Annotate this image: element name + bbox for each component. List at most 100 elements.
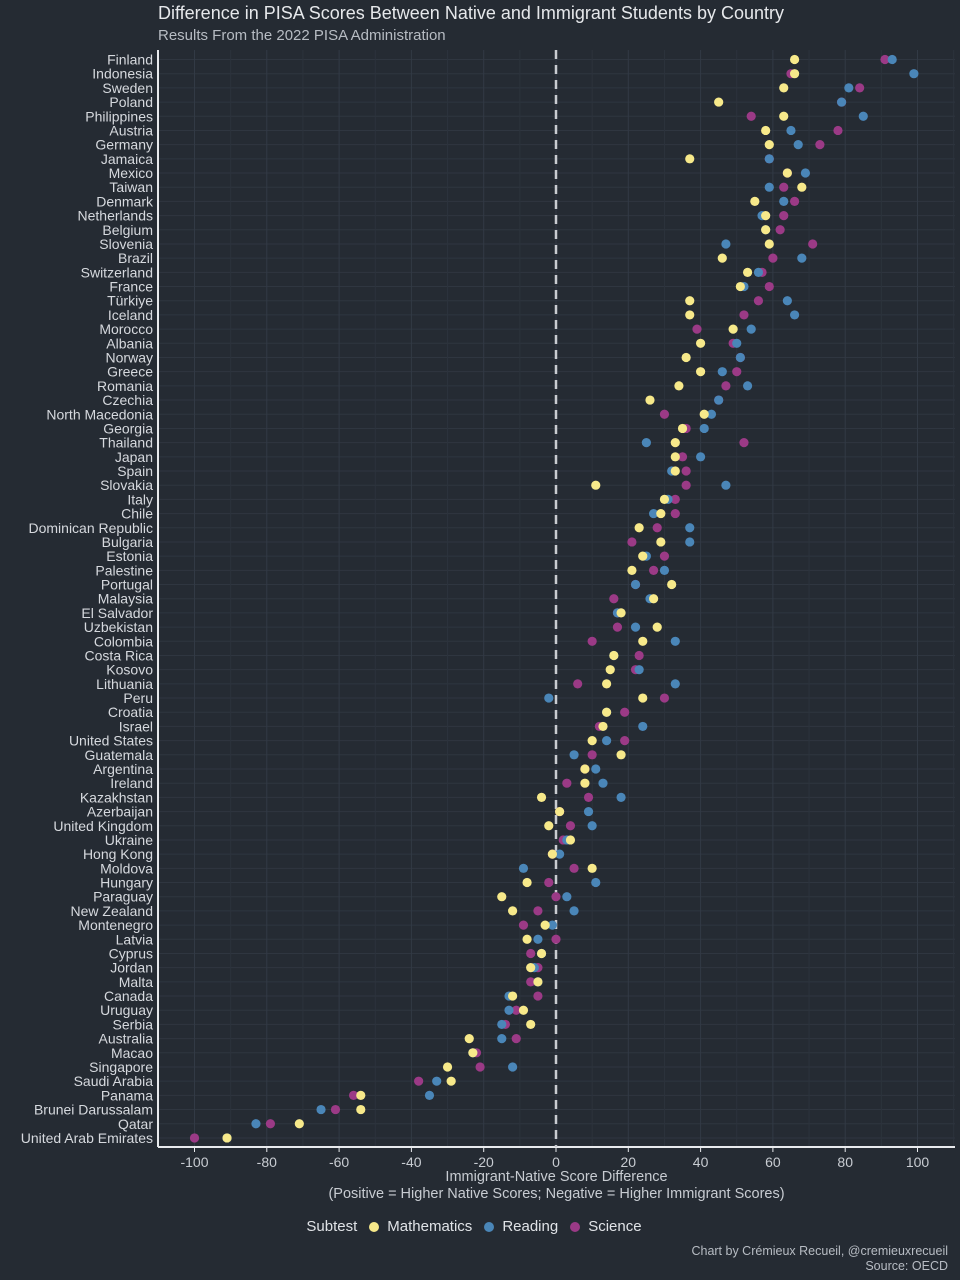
point-mathematics [526, 1019, 536, 1030]
point-mathematics [616, 608, 626, 618]
point-mathematics [547, 849, 557, 859]
point-science [768, 253, 778, 263]
country-label: Lithuania [96, 676, 153, 692]
point-mathematics [667, 579, 677, 590]
point-mathematics [522, 877, 532, 888]
point-science [746, 111, 756, 121]
point-mathematics [522, 934, 532, 944]
point-reading [569, 906, 579, 916]
point-reading [583, 806, 594, 817]
country-label: El Salvador [81, 605, 153, 621]
point-reading [634, 665, 644, 675]
point-reading [649, 508, 659, 519]
point-science [620, 707, 630, 717]
point-mathematics [764, 140, 774, 150]
country-label: Costa Rica [85, 647, 154, 663]
country-label: Thailand [99, 435, 153, 451]
country-label: Montenegro [78, 917, 153, 933]
country-label: Portugal [101, 577, 153, 593]
point-mathematics [356, 1090, 366, 1100]
point-science [880, 54, 890, 65]
point-science [649, 565, 659, 575]
point-reading [555, 849, 565, 859]
country-label: Guatemala [85, 747, 154, 763]
point-mathematics [222, 1133, 232, 1143]
point-science [620, 736, 630, 746]
country-label: Estonia [106, 548, 153, 564]
point-mathematics [508, 906, 518, 916]
point-reading [432, 1076, 442, 1086]
point-reading [714, 395, 724, 405]
country-label: Poland [109, 94, 153, 110]
point-science [681, 480, 691, 490]
legend-label-science: Science [588, 1218, 642, 1235]
country-label: Latvia [116, 931, 154, 947]
x-tick-label: -100 [180, 1154, 208, 1170]
point-mathematics [674, 381, 684, 391]
x-axis-label-line2: (Positive = Higher Native Scores; Negati… [328, 1186, 785, 1202]
point-mathematics [605, 665, 615, 675]
point-reading [789, 310, 800, 320]
point-mathematics [659, 494, 670, 504]
point-science [551, 934, 561, 944]
point-mathematics [670, 452, 680, 462]
point-reading [800, 168, 811, 178]
point-science [659, 551, 670, 561]
point-reading [638, 721, 648, 732]
country-label: Argentina [93, 761, 153, 777]
country-label: Ukraine [105, 832, 153, 848]
x-tick-label: 20 [621, 1154, 637, 1170]
country-label: Greece [107, 364, 153, 380]
point-mathematics [728, 324, 738, 334]
country-label: Sweden [102, 80, 153, 96]
point-mathematics [591, 480, 601, 490]
point-reading [587, 821, 597, 831]
point-mathematics [442, 1062, 453, 1072]
point-reading [544, 693, 554, 703]
point-mathematics [634, 523, 644, 533]
point-reading [562, 892, 572, 902]
point-science [808, 239, 818, 249]
country-label: Uzbekistan [84, 619, 153, 635]
point-mathematics [565, 835, 576, 845]
country-label: Slovenia [99, 236, 153, 252]
point-science [833, 125, 843, 136]
x-tick-label: -40 [401, 1154, 421, 1170]
country-label: Peru [123, 690, 153, 706]
country-label: Spain [117, 463, 153, 479]
country-label: Romania [97, 378, 153, 394]
point-science [475, 1062, 485, 1072]
country-label: Iceland [108, 307, 153, 323]
point-mathematics [761, 125, 771, 136]
country-label: Japan [115, 449, 153, 465]
legend-item-reading: Reading [484, 1218, 558, 1235]
point-reading [630, 579, 641, 590]
point-mathematics [468, 1048, 478, 1058]
point-mathematics [670, 466, 680, 476]
country-label: Türkiye [107, 293, 153, 309]
point-reading [316, 1104, 326, 1115]
point-science [511, 1034, 521, 1044]
country-label: Georgia [103, 420, 153, 436]
point-mathematics [294, 1119, 304, 1129]
point-mathematics [656, 508, 666, 519]
country-label: Indonesia [92, 66, 153, 82]
point-reading [742, 381, 753, 391]
country-label: Switzerland [81, 264, 153, 280]
point-mathematics [518, 1005, 529, 1015]
point-reading [685, 523, 695, 533]
point-mathematics [602, 707, 612, 717]
country-label: Malaysia [98, 591, 153, 607]
point-reading [732, 338, 742, 348]
country-label: Finland [107, 52, 153, 68]
point-science [533, 906, 543, 916]
point-mathematics [536, 948, 547, 959]
point-science [779, 182, 789, 192]
country-label: Serbia [113, 1016, 154, 1032]
country-label: Hungary [100, 875, 153, 891]
point-reading [533, 934, 543, 944]
point-reading [779, 196, 789, 206]
point-reading [699, 423, 709, 434]
legend-item-mathematics: Mathematics [369, 1218, 472, 1235]
